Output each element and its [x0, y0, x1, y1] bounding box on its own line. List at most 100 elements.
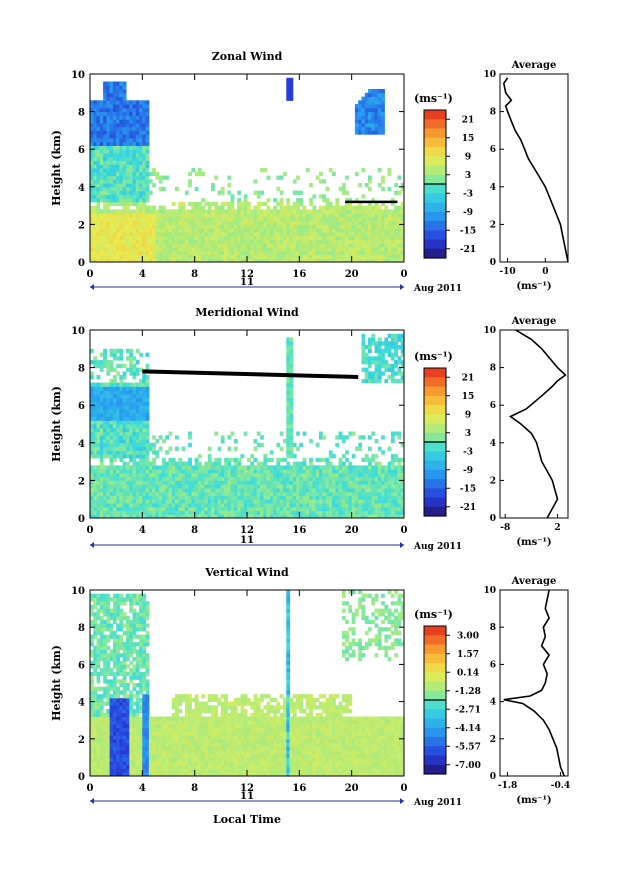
heatmap-cell — [269, 499, 274, 504]
heatmap-cell — [341, 186, 346, 192]
heatmap-cell — [162, 243, 166, 248]
heatmap-cell — [397, 209, 402, 214]
heatmap-cell — [361, 495, 366, 500]
heatmap-cell — [112, 401, 117, 406]
heatmap-cell — [296, 503, 300, 508]
heatmap-cell — [302, 461, 307, 466]
heatmap-cell — [368, 92, 372, 98]
heatmap-cell — [99, 243, 104, 248]
heatmap-cell — [289, 348, 294, 354]
heatmap-cell — [315, 495, 320, 500]
heatmap-cell — [112, 664, 117, 669]
heatmap-cell — [145, 141, 150, 146]
heatmap-cell — [361, 348, 366, 354]
colorbar-swatch — [424, 165, 446, 176]
heatmap-cell — [390, 213, 395, 218]
heatmap-cell — [361, 487, 366, 493]
y-tick-label: 8 — [78, 364, 85, 375]
heatmap-cell — [374, 130, 379, 135]
heatmap-cell — [325, 209, 330, 214]
heatmap-cell — [112, 424, 117, 429]
heatmap-cell — [152, 506, 156, 511]
heatmap-cell — [148, 235, 153, 240]
heatmap-cell — [269, 472, 274, 478]
heatmap-cell — [116, 145, 120, 150]
heatmap-cell — [397, 461, 402, 466]
heatmap-cell — [335, 442, 340, 448]
heatmap-cell — [122, 405, 127, 410]
heatmap-cell — [135, 254, 140, 259]
heatmap-cell — [374, 499, 379, 504]
heatmap-cell — [289, 393, 294, 399]
heatmap-cell — [96, 239, 101, 244]
heatmap-cell — [364, 126, 369, 131]
heatmap-cell — [90, 690, 94, 695]
heatmap-cell — [132, 439, 137, 444]
heatmap-cell — [139, 250, 143, 255]
heatmap-cell — [116, 627, 120, 632]
heatmap-cell — [116, 405, 120, 410]
heatmap-cell — [129, 416, 134, 421]
heatmap-cell — [122, 375, 127, 380]
heatmap-cell — [162, 224, 166, 229]
heatmap-cell — [368, 89, 372, 94]
heatmap-cell — [322, 480, 326, 485]
heatmap-cell — [194, 499, 199, 504]
heatmap-cell — [312, 472, 317, 478]
heatmap-cell — [345, 201, 349, 207]
heatmap-cell — [99, 638, 104, 643]
heatmap-cell — [99, 668, 104, 673]
heatmap-cell — [319, 491, 323, 496]
heatmap-cell — [116, 194, 120, 199]
heatmap-cell — [283, 216, 287, 222]
heatmap-cell — [341, 495, 346, 500]
heatmap-cell — [96, 701, 101, 706]
heatmap-cell — [351, 231, 356, 237]
heatmap-cell — [260, 499, 264, 504]
heatmap-cell — [289, 382, 294, 387]
heatmap-cell — [175, 243, 179, 248]
heatmap-cell — [126, 239, 130, 244]
heatmap-cell — [116, 160, 120, 165]
colorbar-swatch — [424, 377, 446, 388]
average-y-tick-label: 6 — [490, 145, 496, 155]
heatmap-cell — [354, 122, 359, 128]
heatmap-cell — [394, 239, 398, 244]
heatmap-cell — [250, 239, 255, 244]
heatmap-cell — [204, 258, 209, 263]
heatmap-cell — [152, 476, 156, 481]
heatmap-cell — [207, 514, 212, 519]
heatmap-cell — [148, 465, 153, 470]
heatmap-cell — [103, 235, 107, 240]
heatmap-cell — [119, 201, 124, 207]
heatmap-cell — [204, 495, 209, 500]
heatmap-cell — [302, 469, 307, 474]
heatmap-cell — [197, 231, 202, 237]
heatmap-cell — [99, 235, 104, 240]
heatmap-cell — [292, 201, 297, 207]
heatmap-cell — [103, 601, 107, 606]
heatmap-cell — [145, 160, 150, 165]
heatmap-cell — [240, 487, 245, 493]
heatmap-cell — [345, 499, 349, 504]
heatmap-cell — [165, 472, 169, 478]
heatmap-cell — [135, 439, 140, 444]
heatmap-cell — [90, 235, 94, 240]
heatmap-cell — [119, 247, 124, 252]
heatmap-cell — [126, 461, 130, 466]
heatmap-cell — [377, 345, 382, 350]
heatmap-cell — [263, 514, 268, 519]
heatmap-cell — [135, 126, 140, 131]
heatmap-cell — [139, 190, 143, 195]
heatmap-cell — [112, 119, 117, 124]
heatmap-cell — [152, 435, 156, 440]
heatmap-cell — [175, 235, 179, 240]
heatmap-cell — [292, 213, 297, 218]
heatmap-cell — [319, 194, 323, 199]
heatmap-cell — [99, 712, 104, 717]
heatmap-cell — [99, 761, 104, 766]
heatmap-cell — [119, 401, 124, 406]
heatmap-cell — [145, 401, 150, 406]
date-label: Aug 2011 — [413, 542, 462, 552]
heatmap-cell — [142, 239, 147, 244]
